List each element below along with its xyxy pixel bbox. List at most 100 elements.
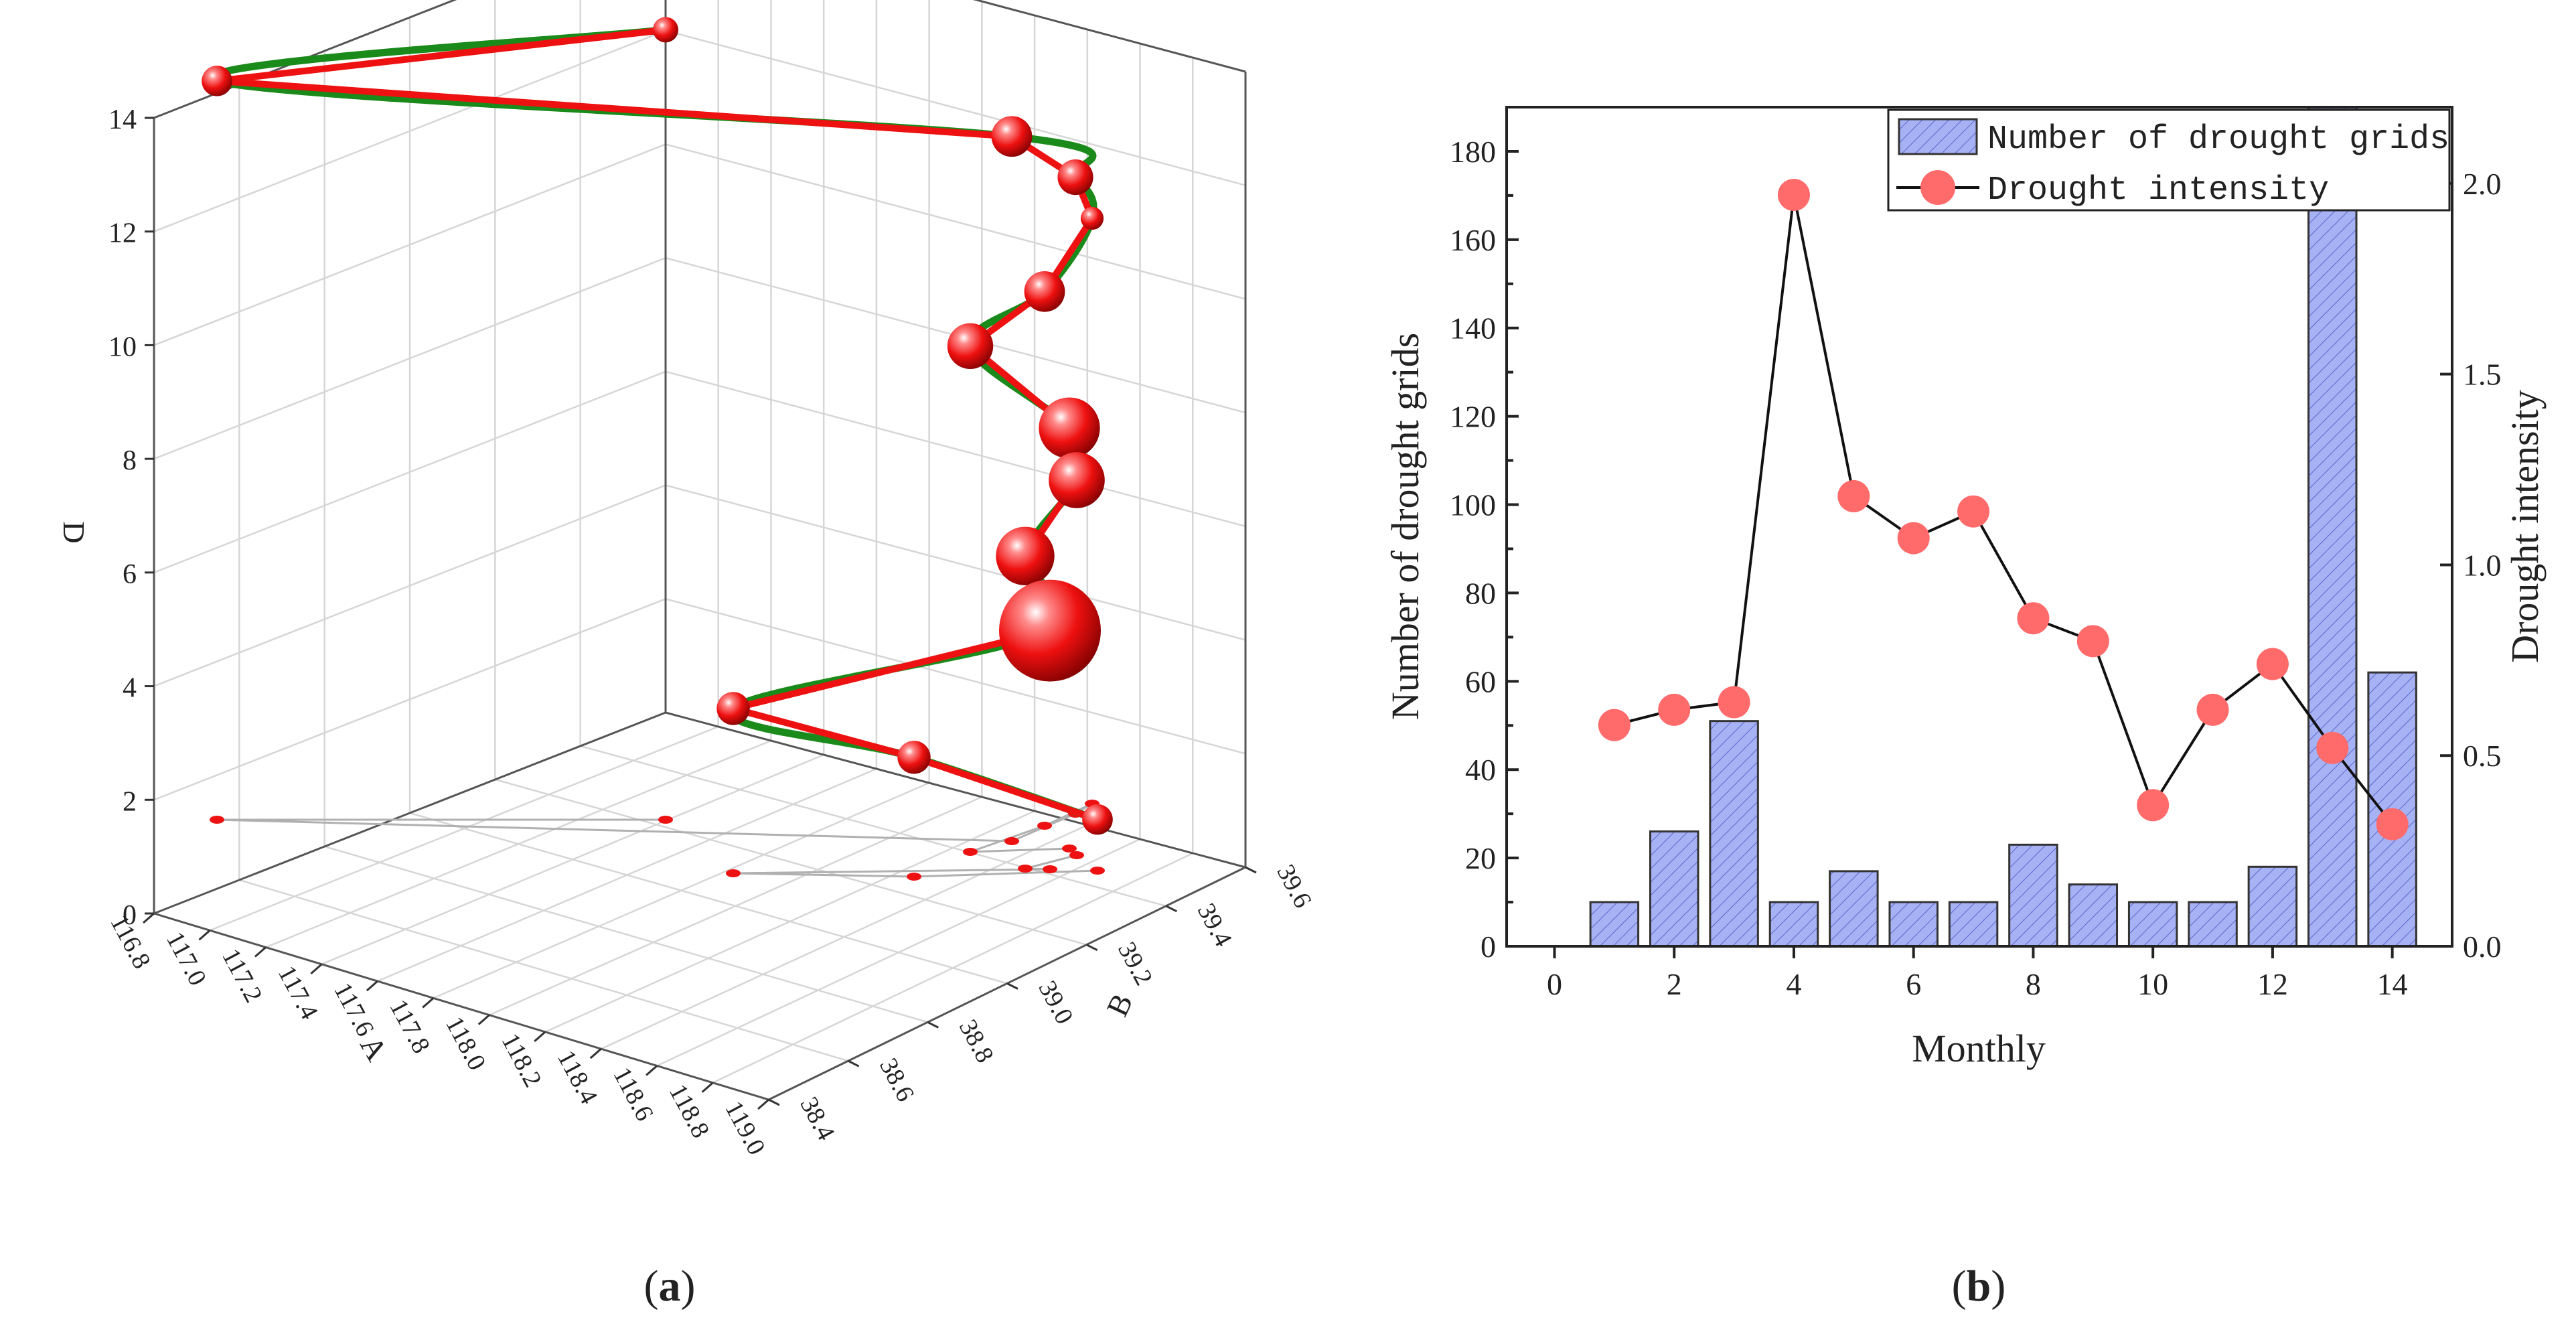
b-x-tick-label: 2 bbox=[1667, 967, 1682, 1001]
a-z-tick-label: 14 bbox=[108, 104, 137, 135]
a-wall-grid-h bbox=[665, 598, 1246, 755]
a-y-tick-label: 38.8 bbox=[954, 1015, 999, 1067]
b-x-tick-label: 12 bbox=[2257, 967, 2288, 1001]
a-y-tick-label: 38.4 bbox=[794, 1092, 840, 1145]
a-x-tickmark bbox=[198, 930, 211, 941]
b-y-tick-label: 20 bbox=[1465, 841, 1496, 875]
legend: Number of drought grids Drought intensit… bbox=[1887, 108, 2451, 212]
b-bar bbox=[1709, 720, 1759, 948]
a-y-tick-label: 38.6 bbox=[874, 1053, 919, 1106]
b-intensity-point bbox=[1897, 522, 1930, 555]
a-projection-point bbox=[1018, 865, 1033, 873]
a-wall-grid-h bbox=[153, 598, 666, 801]
a-wall-grid-h bbox=[974, 0, 1246, 73]
b-y2-tick-label: 1.0 bbox=[2463, 548, 2502, 582]
a-wall-grid-h bbox=[153, 256, 666, 460]
b-intensity-point bbox=[2376, 808, 2409, 840]
b-intensity-point bbox=[2137, 789, 2170, 822]
a-data-sphere bbox=[996, 526, 1055, 585]
a-projection-point bbox=[1062, 844, 1077, 853]
legend-box bbox=[1887, 108, 2451, 212]
b-y-tick-label: 140 bbox=[1450, 311, 1496, 346]
panel-b-bar-line-chart: 0 20 40 60 80 100 120 140 160 180 0.0 0.5 1.0 1.5 2.0 0… bbox=[1383, 106, 2547, 1070]
b-bar bbox=[2247, 865, 2298, 948]
b-bar bbox=[2127, 901, 2178, 948]
b-y-tick-label: 0 bbox=[1481, 930, 1496, 964]
panel-b-label: (b) bbox=[1952, 1262, 2006, 1311]
legend-line-label: Drought intensity bbox=[1987, 171, 2329, 210]
a-z-tick-label: 4 bbox=[123, 673, 137, 704]
a-x-tickmark bbox=[310, 963, 323, 974]
a-x-tickmark bbox=[366, 980, 378, 992]
a-data-sphere bbox=[947, 323, 994, 369]
a-data-sphere bbox=[1082, 804, 1113, 835]
a-floor-grid-y bbox=[409, 812, 1008, 984]
b-y2label: Drought intensity bbox=[2503, 390, 2547, 663]
a-x-tickmark bbox=[254, 946, 267, 958]
a-y-tick-label: 39.0 bbox=[1033, 976, 1078, 1029]
b-intensity-point bbox=[1598, 709, 1631, 741]
a-y-tickmark bbox=[768, 1098, 780, 1106]
a-z-tick-label: 8 bbox=[123, 445, 137, 476]
b-bar bbox=[2188, 901, 2238, 948]
panel-a-label: (a) bbox=[644, 1262, 696, 1311]
b-bar bbox=[1589, 901, 1640, 948]
b-axes-box bbox=[1505, 106, 2453, 948]
b-y-tick-label: 60 bbox=[1465, 664, 1496, 698]
a-floor-grid-y bbox=[580, 745, 1166, 907]
a-x-tickmark bbox=[534, 1031, 546, 1043]
a-edge bbox=[665, 711, 1246, 869]
b-intensity-line bbox=[1598, 178, 2409, 840]
a-y-tickmark bbox=[1165, 905, 1178, 913]
b-x-tick-label: 6 bbox=[1906, 967, 1921, 1001]
b-y-tick-label: 180 bbox=[1450, 135, 1496, 169]
a-axis-x bbox=[153, 912, 769, 1101]
b-bar bbox=[1829, 870, 1879, 948]
a-data-sphere bbox=[999, 579, 1101, 682]
a-y-tickmark bbox=[1085, 944, 1098, 952]
b-x-tick-label: 14 bbox=[2377, 967, 2408, 1001]
a-z-tick-label: 6 bbox=[123, 559, 137, 590]
b-intensity-point bbox=[1837, 480, 1870, 512]
panel-a-paren-close: ) bbox=[681, 1262, 696, 1311]
a-x-tickmark bbox=[477, 1014, 490, 1025]
a-projection-line bbox=[216, 802, 1098, 878]
a-data-sphere bbox=[1049, 452, 1105, 508]
a-x-tickmark bbox=[143, 912, 155, 924]
b-y2-tick-label: 2.0 bbox=[2463, 167, 2502, 201]
b-tick-labels: 0 20 40 60 80 100 120 140 160 180 0.0 0.5 1.0 1.5 2.0 0… bbox=[1450, 135, 2502, 1001]
b-intensity-point bbox=[1777, 178, 1810, 211]
b-intensity-point bbox=[2316, 731, 2349, 764]
b-x-tick-label: 4 bbox=[1786, 967, 1801, 1001]
a-wall-grid-h bbox=[153, 370, 666, 574]
b-bar bbox=[1888, 901, 1939, 948]
a-z-tick-label: 0 bbox=[123, 900, 137, 931]
a-data-sphere bbox=[1080, 206, 1104, 230]
b-intensity-point bbox=[2076, 625, 2109, 658]
a-data-sphere bbox=[1039, 397, 1100, 459]
a-y-tickmark bbox=[1006, 982, 1018, 990]
b-plot-frame bbox=[1505, 106, 2453, 948]
a-data-sphere bbox=[716, 692, 750, 725]
a-z-tick-label: 2 bbox=[123, 786, 137, 817]
a-projection-point bbox=[1004, 837, 1019, 845]
a-projection-point bbox=[1069, 851, 1084, 859]
a-floor-grid-y bbox=[324, 845, 928, 1023]
b-bar bbox=[2307, 106, 2358, 948]
a-y-tick-label: 39.2 bbox=[1112, 938, 1158, 990]
b-bar bbox=[2068, 883, 2119, 948]
b-intensity-point bbox=[2196, 693, 2229, 726]
a-x-tickmark bbox=[589, 1048, 602, 1059]
b-intensity-point bbox=[1957, 495, 1990, 528]
a-data-sphere bbox=[991, 116, 1033, 157]
b-xlabel: Monthly bbox=[1912, 1027, 2046, 1070]
b-intensity-point bbox=[1658, 693, 1691, 726]
a-x-tickmark bbox=[422, 997, 435, 1009]
a-floor-grid-y bbox=[494, 778, 1087, 946]
panel-a-letter: a bbox=[659, 1262, 681, 1311]
legend-dot-swatch bbox=[1920, 170, 1955, 205]
b-bar bbox=[1768, 901, 1819, 948]
a-y-tickmark bbox=[927, 1021, 939, 1029]
a-x-tickmark bbox=[646, 1065, 658, 1076]
